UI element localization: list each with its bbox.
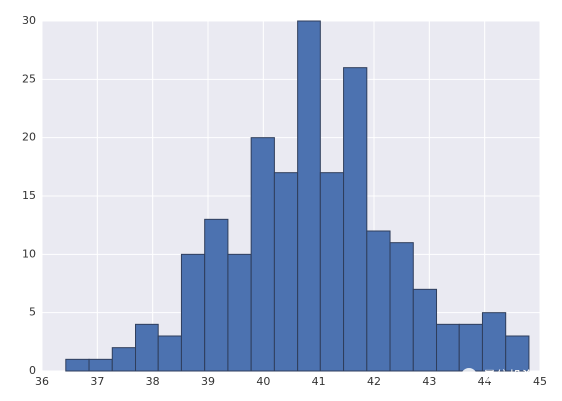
bar bbox=[343, 67, 368, 372]
bar bbox=[319, 172, 345, 372]
y-tick-label: 20 bbox=[22, 131, 36, 144]
bar bbox=[436, 323, 460, 372]
bar bbox=[297, 20, 321, 372]
y-tick-label: 0 bbox=[29, 364, 36, 377]
x-tick-label: 43 bbox=[422, 375, 436, 388]
y-tick-label: 30 bbox=[22, 14, 36, 27]
bar bbox=[180, 253, 206, 372]
x-tick-label: 37 bbox=[90, 375, 104, 388]
x-tick-label: 44 bbox=[478, 375, 492, 388]
y-tick-label: 15 bbox=[22, 189, 36, 202]
x-tick-label: 38 bbox=[146, 375, 160, 388]
bar bbox=[157, 335, 182, 372]
bar bbox=[389, 242, 414, 372]
y-tick-label: 5 bbox=[29, 306, 36, 319]
watermark: 量信投资 bbox=[461, 368, 535, 385]
bar bbox=[135, 323, 159, 372]
watermark-text: 量信投资 bbox=[483, 369, 535, 385]
bar bbox=[458, 323, 483, 372]
y-tick-label: 25 bbox=[22, 72, 36, 85]
x-tick-label: 42 bbox=[367, 375, 381, 388]
y-tick-label: 10 bbox=[22, 247, 36, 260]
bar bbox=[481, 312, 507, 372]
x-tick-label: 41 bbox=[312, 375, 326, 388]
x-tick-label: 40 bbox=[256, 375, 270, 388]
watermark-icon bbox=[461, 368, 477, 384]
bar bbox=[88, 358, 113, 372]
bar bbox=[227, 253, 252, 372]
bar bbox=[111, 347, 137, 372]
x-tick-label: 36 bbox=[35, 375, 49, 388]
bar bbox=[65, 358, 90, 372]
bar bbox=[505, 335, 530, 372]
bar bbox=[412, 288, 438, 372]
x-tick-label: 45 bbox=[533, 375, 547, 388]
x-tick-label: 39 bbox=[201, 375, 215, 388]
bar bbox=[204, 218, 229, 372]
bar bbox=[366, 230, 391, 372]
bar bbox=[273, 172, 299, 372]
bar bbox=[250, 137, 275, 372]
